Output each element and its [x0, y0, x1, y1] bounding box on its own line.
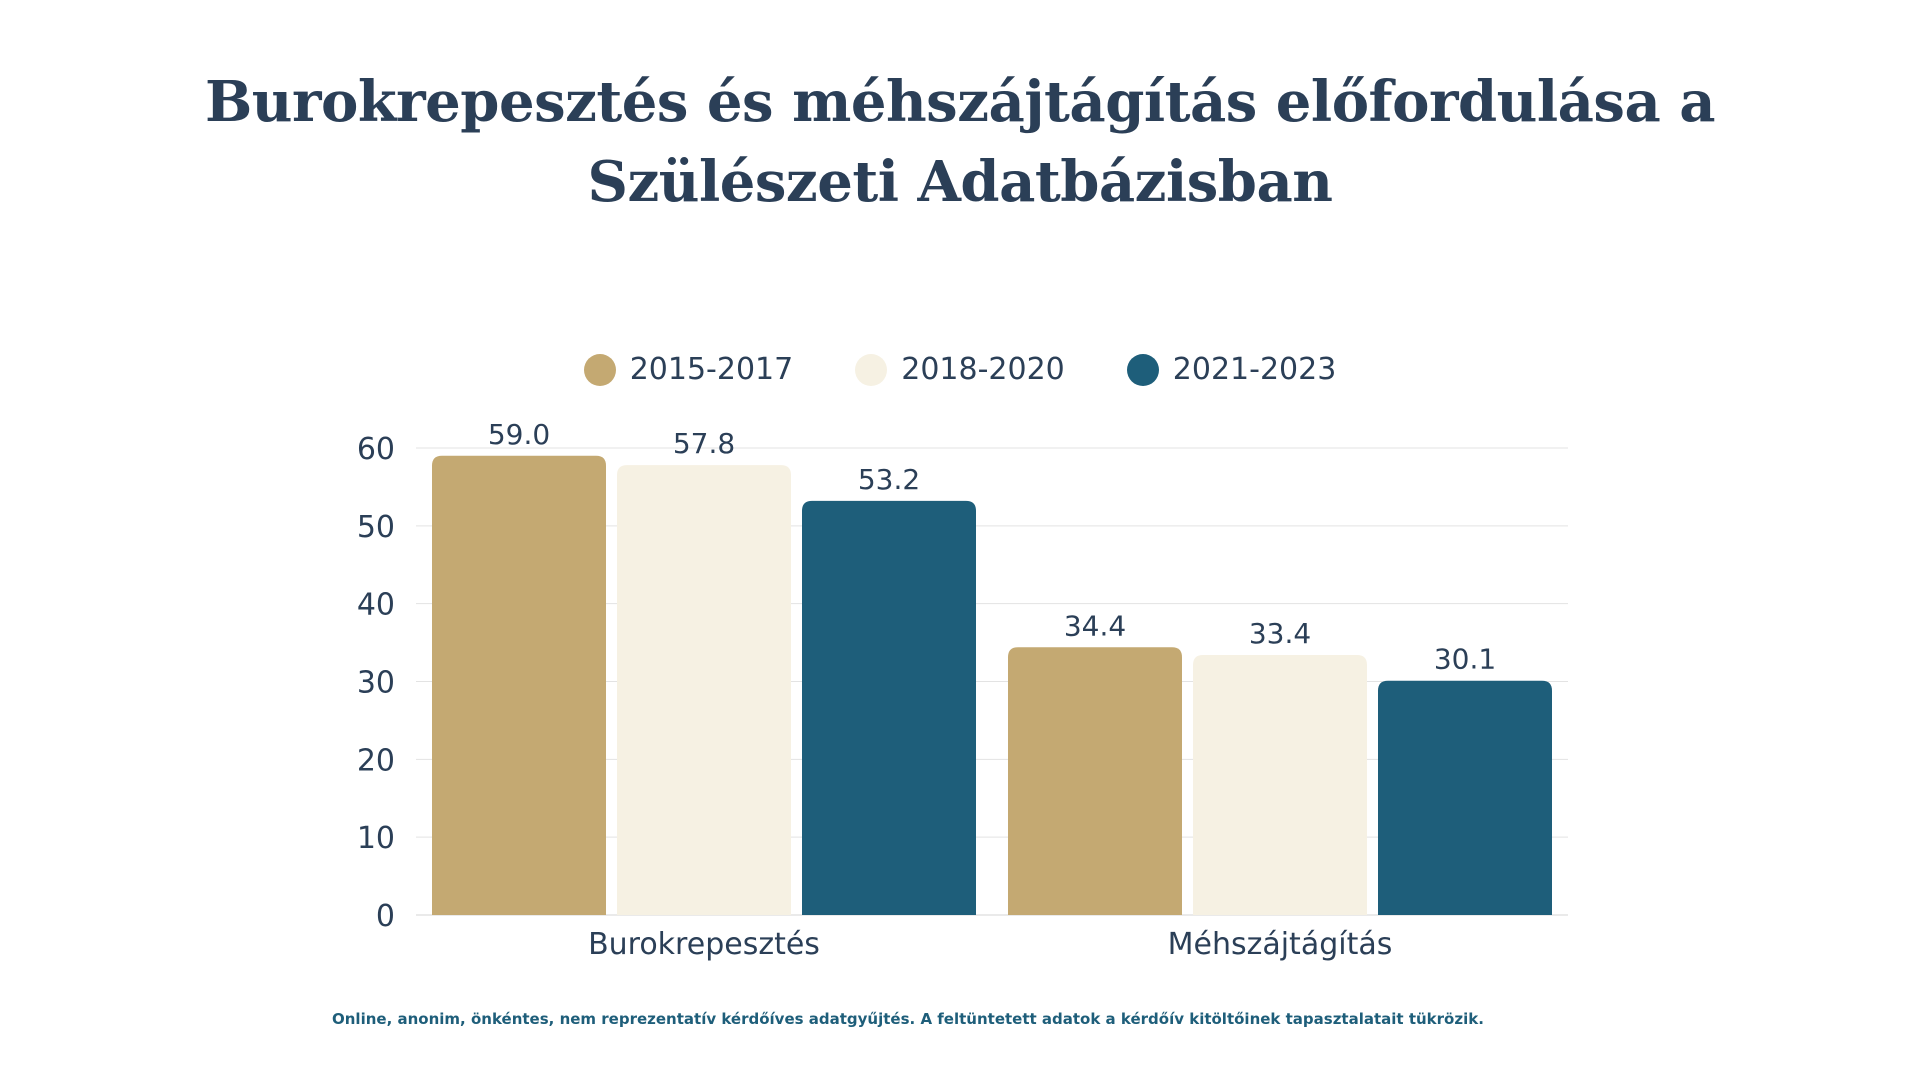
legend-swatch-series-1: [583, 353, 616, 386]
legend-swatch-series-2: [855, 353, 888, 386]
legend-label-series-2: 2018-2020: [901, 352, 1065, 387]
legend-item-series-2: 2018-2020: [855, 352, 1065, 387]
chart-title: Burokrepesztés és méhszájtágítás előford…: [0, 62, 1920, 222]
legend-label-series-1: 2015-2017: [629, 352, 794, 387]
data-label: 59.0: [488, 418, 550, 451]
data-label: 30.1: [1434, 643, 1496, 676]
x-tick-label: Méhszájtágítás: [1168, 927, 1393, 962]
y-tick-label: 50: [357, 510, 395, 545]
data-label: 34.4: [1064, 609, 1126, 642]
data-label: 57.8: [673, 427, 735, 460]
y-tick-label: 60: [357, 432, 395, 467]
data-label: 33.4: [1249, 617, 1311, 650]
bar-2-1: [617, 465, 791, 915]
bar-1-1: [432, 455, 606, 915]
y-tick-label: 0: [376, 899, 395, 934]
bar-1-2: [1008, 647, 1182, 915]
legend-item-series-3: 2021-2023: [1126, 352, 1337, 387]
chart-legend: 2015-2017 2018-2020 2021-2023: [0, 352, 1920, 387]
chart-footnote: Online, anonim, önkéntes, nem reprezenta…: [332, 1010, 1484, 1028]
bar-3-1: [802, 500, 976, 915]
y-tick-label: 20: [357, 743, 395, 778]
legend-label-series-3: 2021-2023: [1172, 352, 1337, 387]
bar-2-2: [1193, 655, 1367, 915]
chart-title-line-1: Burokrepesztés és méhszájtágítás előford…: [204, 69, 1716, 135]
data-label: 53.2: [858, 463, 920, 496]
chart-title-line-2: Szülészeti Adatbázisban: [587, 149, 1333, 215]
legend-swatch-series-3: [1126, 353, 1159, 386]
bar-3-2: [1378, 680, 1552, 915]
x-tick-label: Burokrepesztés: [588, 927, 820, 962]
legend-item-series-1: 2015-2017: [583, 352, 794, 387]
y-tick-label: 10: [357, 821, 395, 856]
y-tick-label: 30: [357, 666, 395, 701]
y-tick-label: 40: [357, 588, 395, 623]
